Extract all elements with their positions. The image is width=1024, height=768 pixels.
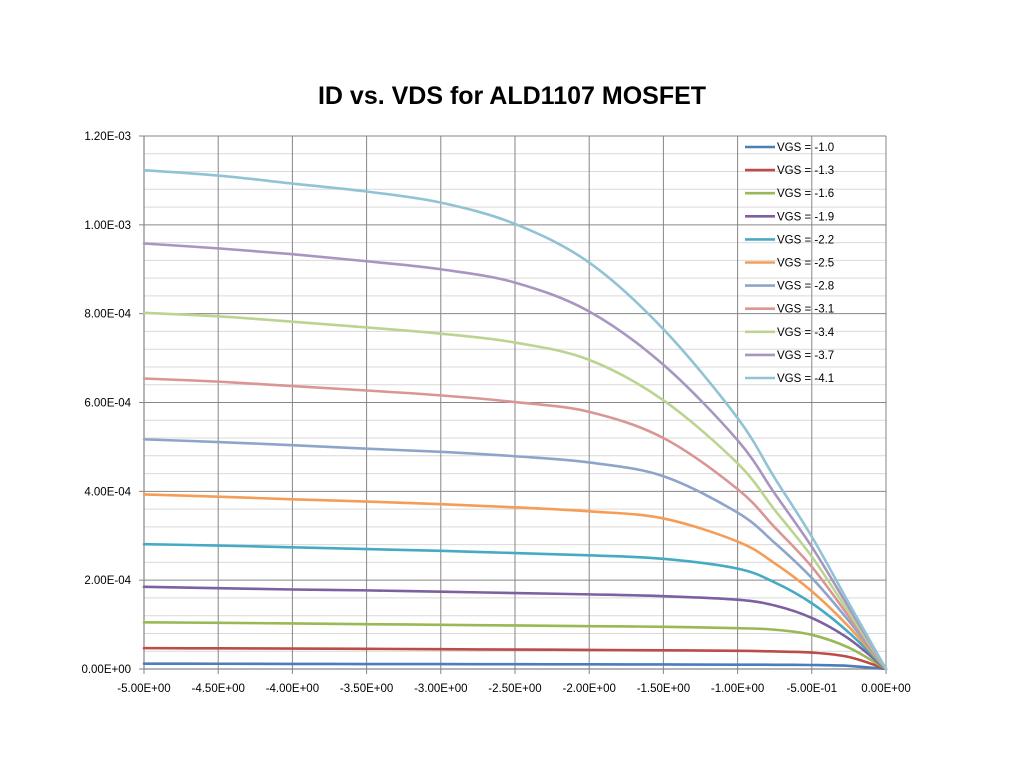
y-tick-label: 1.20E-03 [84, 131, 131, 143]
x-tick-label: -1.50E+00 [637, 683, 690, 695]
y-tick-label: 2.00E-04 [84, 575, 131, 587]
series-line-1 [142, 662, 888, 671]
axes [139, 135, 887, 674]
legend-label: VGS = -3.7 [777, 350, 834, 362]
series-line-11 [142, 168, 888, 671]
y-tick-labels: 0.00E+00 2.00E-04 4.00E-04 6.00E-04 8.00E-04… [81, 131, 131, 676]
series-line-10 [142, 242, 888, 671]
legend-label: VGS = -4.1 [777, 373, 834, 385]
legend: VGS = -1.0 VGS = -1.3 VGS = -1.6 VGS = -1.9… [745, 142, 835, 385]
y-tick-label: 6.00E-04 [84, 398, 131, 410]
x-tick-label: -2.50E+00 [488, 683, 541, 695]
legend-label: VGS = -2.8 [777, 281, 834, 293]
x-tick-labels: -5.00E+00 -4.50E+00 -4.00E+00 -3.50E+00 -3.0… [117, 683, 910, 695]
legend-label: VGS = -1.6 [777, 188, 834, 200]
legend-label: VGS = -2.2 [777, 234, 834, 246]
x-tick-label: -1.00E+00 [711, 683, 764, 695]
series-line-7 [142, 438, 888, 671]
x-tick-label: -5.00E+00 [117, 683, 170, 695]
chart-title: ID vs. VDS for ALD1107 MOSFET [317, 82, 707, 110]
x-tick-label: -2.00E+00 [563, 683, 616, 695]
y-tick-label: 4.00E-04 [84, 486, 131, 498]
x-tick-label: -4.00E+00 [266, 683, 319, 695]
series-line-9 [142, 311, 888, 671]
x-tick-label: 0.00E+00 [861, 683, 911, 695]
legend-label: VGS = -3.4 [777, 327, 835, 339]
series-line-6 [142, 493, 888, 671]
series-line-2 [142, 646, 888, 671]
legend-label: VGS = -1.3 [777, 165, 834, 177]
x-tick-label: -3.50E+00 [340, 683, 393, 695]
y-tick-label: 1.00E-03 [84, 220, 131, 232]
series-line-4 [142, 585, 888, 671]
series-line-5 [142, 542, 888, 671]
series-lines [142, 168, 888, 671]
x-tick-label: -5.00E-01 [787, 683, 838, 695]
legend-label: VGS = -1.9 [777, 211, 834, 223]
y-tick-label: 0.00E+00 [81, 664, 131, 676]
series-line-3 [142, 621, 888, 671]
legend-label: VGS = -1.0 [777, 142, 834, 154]
y-tick-label: 8.00E-04 [84, 309, 131, 321]
x-tick-label: -3.00E+00 [414, 683, 467, 695]
legend-label: VGS = -2.5 [777, 258, 834, 270]
series-line-8 [142, 377, 888, 671]
x-tick-label: -4.50E+00 [192, 683, 245, 695]
legend-label: VGS = -3.1 [777, 304, 834, 316]
